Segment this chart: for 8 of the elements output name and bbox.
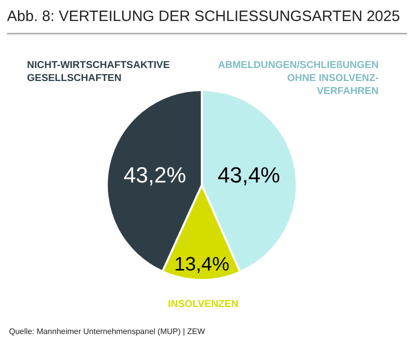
- data-label: 43,4%: [218, 162, 280, 188]
- data-label: 13,4%: [174, 253, 230, 276]
- slice-label: ABMELDUNGEN/SCHLIEßUNGEN OHNE INSOLVENZ-VERFAHREN: [218, 60, 379, 97]
- source-note: Quelle: Mannheimer Unternehmenspanel (MUP) | ZEW: [9, 327, 206, 336]
- slice-label: NICHT-WIRTSCHAFTSAKTIVE GESELLSCHAFTEN: [27, 60, 170, 84]
- slice-label: INSOLVENZEN: [168, 299, 238, 310]
- chart-title: Abb. 8: VERTEILUNG DER SCHLIESSUNGSARTEN 2025: [7, 8, 400, 26]
- data-label: 43,2%: [124, 162, 186, 188]
